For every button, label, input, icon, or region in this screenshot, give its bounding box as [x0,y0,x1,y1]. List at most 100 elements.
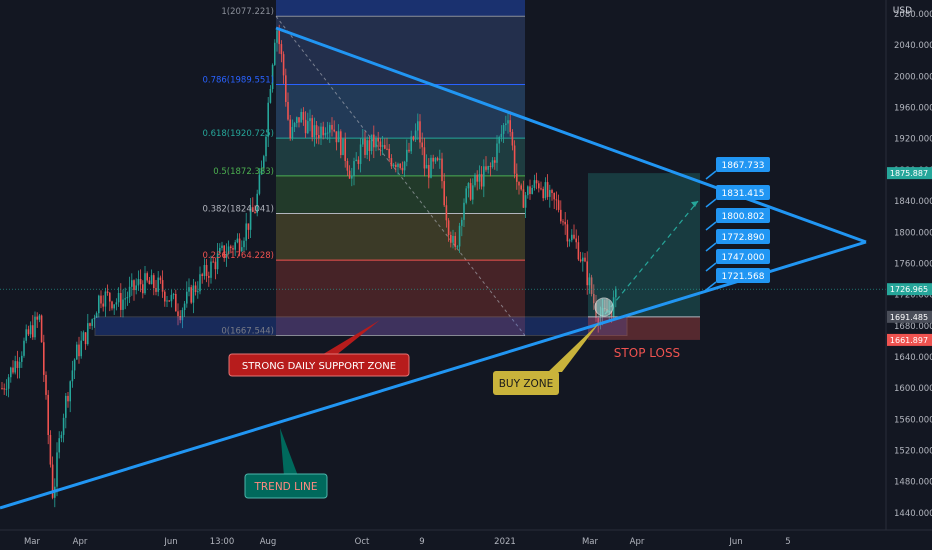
candle-body [146,273,148,281]
candle-body [45,374,47,395]
candle-body [527,186,529,196]
candle-body [467,183,470,189]
candle-body [535,180,538,184]
candle-body [287,101,289,120]
drawing-overlays[interactable] [0,26,886,510]
candle-body [505,123,507,126]
candle-body [586,261,588,286]
candle-body [245,223,247,241]
candle-body [91,319,93,326]
candle-body [23,340,25,356]
candle-body [579,259,582,262]
candle-body [454,235,456,248]
target-label-bg [716,268,770,283]
x-tick-label: 5 [785,537,790,547]
candle-body [335,131,338,143]
x-tick-label: Jun [163,537,177,547]
target-label-bg [716,185,770,200]
candle-body [491,160,494,167]
candle-body [496,143,498,163]
candle-body [388,148,390,159]
candle-body [161,280,164,292]
x-tick-label: Apr [73,537,88,547]
candle-body [348,170,351,179]
trend-line-label: TREND LINE [253,481,317,493]
candle-body [113,304,115,309]
candle-body [69,381,71,402]
candle-body [340,131,342,156]
candle-body [373,134,375,148]
candle-body [212,261,214,263]
candle-body [150,275,153,285]
candle-body [573,234,575,239]
fib-level-label: 0.618(1920.725) [202,129,274,139]
fibonacci-retracement[interactable] [275,0,526,337]
candle-body [38,315,41,320]
candle-body [377,137,379,142]
y-tick-label: 2080.000 [894,10,932,20]
candle-body [267,102,269,137]
candle-body [126,297,129,299]
candle-body [494,160,496,163]
trend-label-bg [244,473,328,499]
candle-body [82,332,85,341]
price-tag-label: 1875.887 [890,169,928,178]
x-tick-label: 2021 [494,537,516,547]
y-tick-label: 2040.000 [894,41,932,51]
candle-body [293,123,296,128]
y-tick-label: 1480.000 [894,478,932,488]
candle-body [159,277,162,281]
candle-body [344,138,346,161]
candle-body [390,158,393,167]
candle-body [223,245,225,258]
candle-body [166,300,168,302]
candle-body [351,175,353,179]
candle-body [329,124,331,133]
candle-body [133,280,135,291]
target-pointer [705,198,717,208]
candle-body [12,367,14,373]
x-tick-label: Oct [355,537,370,547]
candle-body [516,173,518,182]
candle-body [186,291,188,304]
target-pointer [705,221,717,231]
candle-body [546,182,549,197]
candle-body [452,235,454,243]
support-zone-label: STRONG DAILY SUPPORT ZONE [242,361,396,372]
candle-body [384,145,386,149]
candle-body [34,316,36,338]
fib-trend-line [275,16,526,336]
candle-body [232,248,234,250]
stop-loss-label: STOP LOSS [614,346,680,360]
candle-body [307,121,309,134]
candle-body [258,174,261,194]
target-price-labels: 1867.733 1831.415 1800.802 1772.890 1747.000… [705,157,770,291]
candle-body [458,225,461,247]
y-tick-label: 1960.000 [894,104,932,114]
candle-body [337,131,340,143]
target-label-bg [716,229,770,244]
candle-body [117,293,120,303]
candle-body [168,300,170,302]
x-tick-label: Aug [260,537,277,547]
candle-body [21,355,23,362]
y-tick-label: 1520.000 [894,447,932,457]
currency-label: USD [893,6,912,16]
candle-body [135,285,137,291]
candle-body [513,145,516,174]
stop-loss-zone [588,316,700,340]
candle-body [65,395,67,418]
candle-body [3,388,5,390]
candle-body [25,329,27,341]
target-label-bg [716,249,770,264]
x-tick-label: 9 [419,537,424,547]
candle-body [401,167,404,171]
candle-body [197,291,199,293]
candle-body [285,75,287,102]
candle-body [498,137,500,144]
candle-body [40,315,43,343]
candle-body [177,311,179,317]
candle-body [434,158,437,162]
candle-body [333,129,335,132]
